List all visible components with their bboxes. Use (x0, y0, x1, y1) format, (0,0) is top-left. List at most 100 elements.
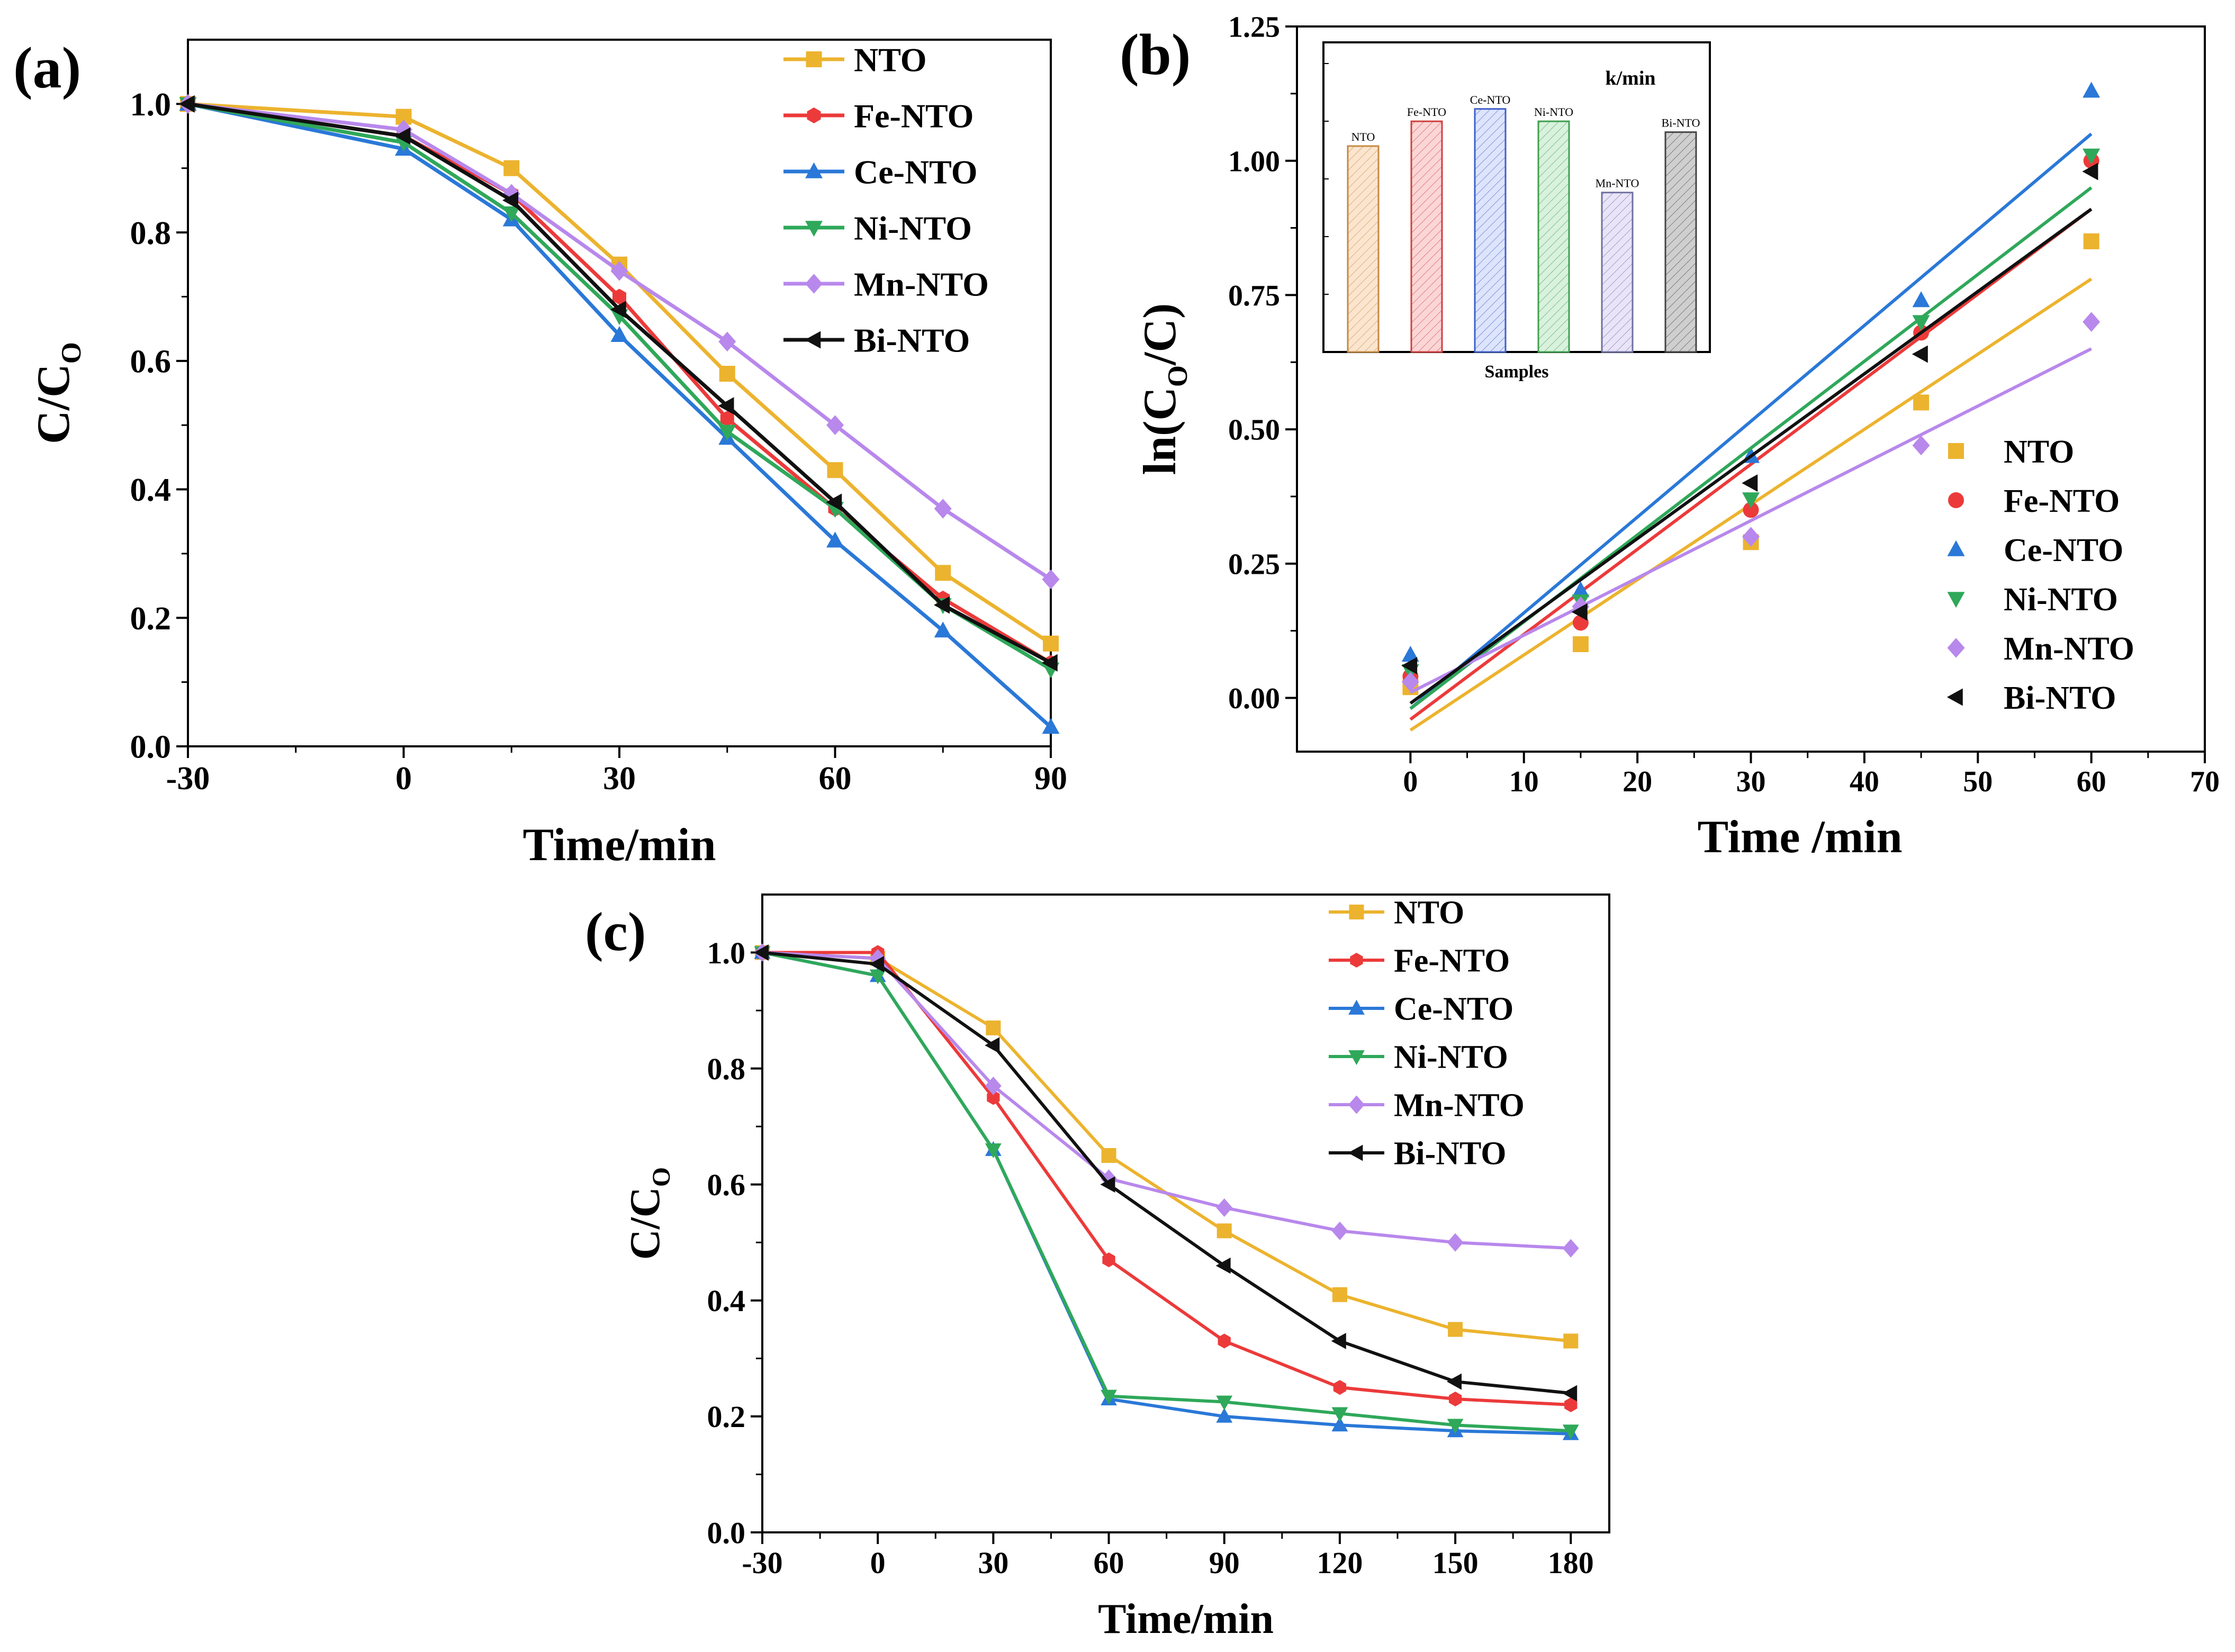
data-point-bi-nto (826, 493, 842, 511)
legend-label-bi-nto: Bi-NTO (2004, 680, 2116, 716)
x-tick-label: 180 (1548, 1546, 1594, 1580)
legend-marker-mn-nto (805, 274, 823, 294)
legend-label-mn-nto: Mn-NTO (854, 265, 989, 303)
panel-label: (a) (13, 35, 81, 100)
data-point-ni-nto (1331, 1407, 1348, 1422)
data-point-bi-nto (1215, 1257, 1231, 1274)
data-point-mn-nto (1562, 1239, 1579, 1258)
x-tick-label: 50 (1963, 765, 1993, 798)
y-axis-label: C/CO (28, 342, 87, 444)
legend-label-ni-nto: Ni-NTO (854, 209, 972, 247)
fit-line-ce-nto (1409, 132, 2093, 710)
x-tick-label: 90 (1209, 1546, 1240, 1580)
y-tick-label: 0.6 (707, 1168, 746, 1202)
x-tick-label: 40 (1850, 765, 1879, 798)
data-point-mn-nto (2083, 312, 2101, 332)
plot-frame (187, 39, 1052, 747)
x-tick-label: 0 (1403, 765, 1418, 798)
y-tick-label: 0.6 (130, 344, 172, 380)
data-point-bi-nto (1331, 1333, 1346, 1349)
x-axis-label: Time/min (1098, 1596, 1274, 1642)
panel-label: (b) (1120, 22, 1191, 87)
data-point-nto (827, 462, 843, 479)
y-tick-label: 0.8 (130, 215, 172, 251)
data-point-fe-nto (612, 288, 626, 305)
data-point-ce-nto (610, 326, 628, 342)
data-point-bi-nto (985, 1037, 1000, 1054)
data-point-ni-nto (1742, 492, 1760, 509)
inset-bar-nto (1347, 145, 1380, 353)
y-tick-label: 0.0 (707, 1515, 746, 1550)
data-point-bi-nto (934, 596, 950, 614)
y-tick-label: 0.2 (707, 1400, 746, 1434)
legend-marker-ce-nto (1348, 999, 1365, 1015)
legend-label-mn-nto: Mn-NTO (2004, 631, 2134, 667)
series-line-bi-nto (762, 951, 1571, 1395)
x-tick-label: 0 (870, 1546, 886, 1580)
x-tick-label: -30 (166, 761, 210, 797)
data-point-bi-nto (1041, 654, 1058, 672)
data-point-nto (1448, 1322, 1463, 1337)
legend-marker-fe-nto (807, 107, 821, 123)
legend-label-mn-nto: Mn-NTO (1394, 1088, 1525, 1124)
legend-label-nto: NTO (854, 41, 927, 78)
data-point-ni-nto (1216, 1395, 1233, 1411)
data-point-ce-nto (1216, 1407, 1233, 1423)
data-point-ce-nto (1331, 1416, 1348, 1432)
data-point-nto (1216, 1223, 1232, 1239)
x-tick-label: 60 (2077, 765, 2106, 798)
data-point-fe-nto (987, 1090, 1000, 1105)
legend-marker-mn-nto (1947, 638, 1965, 658)
x-axis-label: Time/min (522, 819, 716, 871)
y-tick-label: 0.75 (1228, 279, 1280, 312)
inset-x-label: Samples (1485, 362, 1549, 382)
data-point-ni-nto (869, 969, 886, 985)
x-tick-label: 10 (1509, 765, 1539, 798)
legend-label-nto: NTO (2004, 434, 2074, 470)
panel-label: (c) (585, 901, 646, 962)
data-point-bi-nto (1446, 1373, 1462, 1390)
inset-title: k/min (1605, 67, 1655, 89)
legend-marker-nto (806, 51, 822, 67)
x-tick-label: 60 (819, 761, 852, 797)
data-point-fe-nto (1448, 1392, 1462, 1407)
legend-label-fe-nto: Fe-NTO (2004, 483, 2120, 519)
data-point-bi-nto (394, 127, 411, 145)
data-point-nto (1043, 635, 1059, 652)
data-point-nto (986, 1020, 1001, 1035)
legend-label-bi-nto: Bi-NTO (854, 321, 970, 359)
data-point-bi-nto (753, 944, 769, 961)
data-point-ni-nto (502, 206, 520, 222)
series-line-mn-nto (187, 102, 1052, 581)
legend-marker-ni-nto (1947, 592, 1965, 608)
data-point-fe-nto (1102, 1252, 1115, 1268)
data-point-ni-nto (2083, 148, 2101, 165)
data-point-ni-nto (1101, 1389, 1117, 1405)
data-point-bi-nto (869, 956, 885, 972)
y-tick-label: 0.0 (130, 729, 172, 765)
data-point-bi-nto (1562, 1385, 1578, 1402)
legend-label-ni-nto: Ni-NTO (1394, 1040, 1508, 1076)
y-tick-label: 0.2 (130, 601, 172, 637)
inset-bar-label-bi-nto: Bi-NTO (1662, 116, 1700, 130)
legend-marker-bi-nto (1946, 688, 1963, 706)
x-tick-label: 60 (1094, 1546, 1124, 1580)
panel-a: -30 0 30 60 90 0.0 0.2 0.4 0.6 0.8 1.0 NTO Fe-NTO Ce-… (13, 35, 1067, 871)
legend-marker-ni-nto (1348, 1050, 1365, 1066)
y-tick-label: 1.00 (1228, 145, 1280, 178)
data-point-mn-nto (1742, 527, 1760, 547)
legend-label-nto: NTO (1394, 895, 1464, 931)
legend-marker-mn-nto (1348, 1095, 1365, 1114)
series-line-ni-nto (762, 951, 1571, 1433)
x-tick-label: 0 (395, 761, 412, 797)
data-point-ni-nto (985, 1143, 1002, 1159)
data-point-mn-nto (1331, 1221, 1348, 1240)
inset-bar-fe-nto (1410, 120, 1443, 353)
data-point-bi-nto (1401, 657, 1418, 675)
data-point-bi-nto (718, 397, 734, 415)
data-point-fe-nto (1218, 1333, 1231, 1349)
x-tick-label: 70 (2190, 765, 2220, 798)
data-point-fe-nto (720, 411, 734, 427)
legend-marker-ni-nto (805, 221, 823, 237)
